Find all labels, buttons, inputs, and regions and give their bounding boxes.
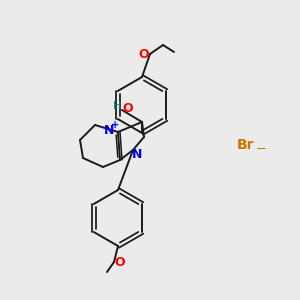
Text: N: N: [104, 124, 114, 136]
Text: O: O: [115, 256, 125, 268]
Text: N: N: [132, 148, 142, 160]
Text: −: −: [256, 142, 266, 155]
Text: O: O: [139, 47, 149, 61]
Text: Br: Br: [236, 138, 254, 152]
Text: +: +: [111, 120, 119, 130]
Text: O: O: [123, 101, 133, 115]
Text: H: H: [113, 101, 121, 111]
